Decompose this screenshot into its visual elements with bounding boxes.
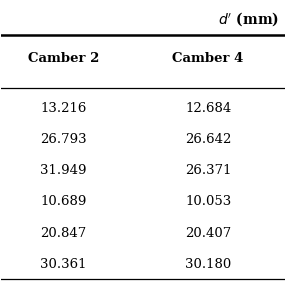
Text: 26.642: 26.642: [185, 133, 231, 146]
Text: 20.407: 20.407: [185, 227, 231, 240]
Text: 30.180: 30.180: [185, 258, 231, 271]
Text: 26.793: 26.793: [40, 133, 87, 146]
Text: 10.689: 10.689: [41, 195, 87, 208]
Text: Camber 2: Camber 2: [28, 52, 100, 65]
Text: $d'$ (mm): $d'$ (mm): [218, 10, 279, 27]
Text: 13.216: 13.216: [41, 102, 87, 115]
Text: 26.371: 26.371: [185, 164, 231, 177]
Text: 30.361: 30.361: [40, 258, 87, 271]
Text: 31.949: 31.949: [40, 164, 87, 177]
Text: 10.053: 10.053: [185, 195, 231, 208]
Text: 20.847: 20.847: [41, 227, 87, 240]
Text: 12.684: 12.684: [185, 102, 231, 115]
Text: Camber 4: Camber 4: [172, 52, 244, 65]
